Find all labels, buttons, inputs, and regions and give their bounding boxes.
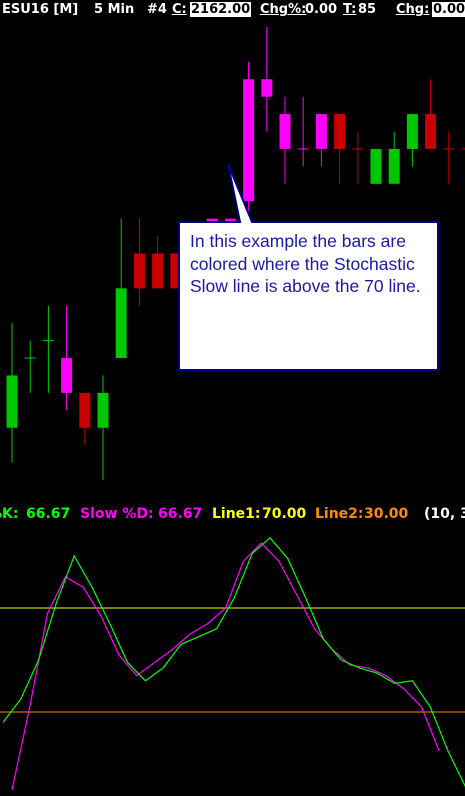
candle-body — [243, 79, 255, 202]
close-value: 2162.00 — [190, 2, 252, 17]
candle-body — [279, 114, 291, 149]
ticks-value: 85 — [358, 2, 377, 17]
candle-body — [97, 392, 109, 428]
callout-text: In this example the bars are colored whe… — [190, 231, 421, 296]
slow-d-label: Slow %D: — [80, 506, 154, 522]
change-value: 0.00 — [432, 2, 465, 17]
change-percent-label: Chg%: — [260, 2, 307, 17]
candle-body — [406, 114, 418, 149]
change-percent-value: 0.00 — [305, 2, 338, 17]
line1-value: 70.00 — [262, 506, 307, 522]
candle-body — [6, 375, 18, 428]
candle-body — [170, 253, 182, 289]
symbol-label: ESU16 [M] — [2, 2, 79, 17]
candle-body — [133, 253, 145, 289]
slow-k-label: %K: — [0, 506, 19, 522]
slow-k-series-line — [2, 536, 465, 788]
candle-body — [370, 148, 382, 184]
stochastic-params: (10, 3 — [424, 506, 465, 522]
stochastic-legend: %K: 66.67 Slow %D: 66.67 Line1: 70.00 Li… — [0, 506, 465, 526]
candle-body — [425, 114, 437, 149]
chart-number: #4 — [147, 2, 167, 17]
line1-label: Line1: — [212, 506, 261, 522]
candle-body — [261, 79, 273, 97]
candle-body — [79, 392, 91, 428]
change-label: Chg: — [396, 2, 430, 17]
chart-header: ESU16 [M] 5 Min #4 C: 2162.00 Chg%: 0.00… — [0, 0, 465, 20]
interval-label: 5 Min — [94, 2, 135, 17]
line2-label: Line2: — [315, 506, 364, 522]
candle-body — [388, 148, 400, 184]
slow-d-value: 66.67 — [158, 506, 203, 522]
ticks-label: T: — [343, 2, 357, 17]
candle-body — [334, 114, 346, 149]
callout-box — [178, 163, 439, 371]
candle-body — [152, 253, 164, 289]
line2-value: 30.00 — [364, 506, 409, 522]
slow-k-value: 66.67 — [26, 506, 71, 522]
candle-body — [115, 288, 127, 359]
candle-body — [315, 114, 327, 149]
candle-body — [61, 358, 73, 393]
close-label: C: — [172, 2, 187, 17]
slow-d-series-line — [11, 542, 440, 791]
